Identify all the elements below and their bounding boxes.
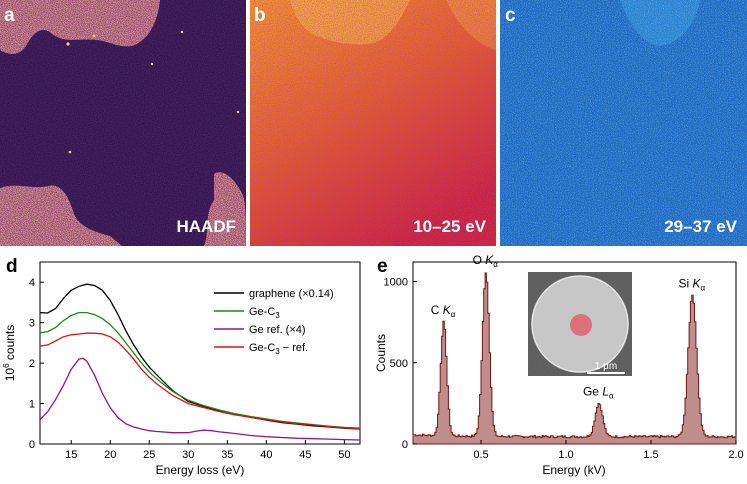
xlabel-e: Energy (kV) xyxy=(542,463,605,477)
plot-frame-d xyxy=(39,261,361,445)
eels-map-10-25-panel: 10–25 eV xyxy=(250,0,496,246)
xtick-label-d-6: 45 xyxy=(299,449,311,461)
legend-entry-d-3: Ge-C3 − ref. xyxy=(249,342,308,356)
legend-entry-d-1: Ge-C3 xyxy=(249,306,280,320)
ytick-label-e-1: 500 xyxy=(390,358,408,370)
ylabel-d: 106 counts xyxy=(2,325,17,382)
scale-bar-label: 1 μm xyxy=(595,361,617,372)
panel-letter-c: c xyxy=(505,5,516,26)
haadf-image-panel: HAADF xyxy=(0,0,246,246)
peak-label-e-3: Si Kα xyxy=(678,276,705,292)
series-lines-d xyxy=(39,283,361,441)
xtick-label-e-1: 1.0 xyxy=(558,449,573,461)
eels-map-29-37-panel: 29–37 eV xyxy=(500,0,747,246)
series-line-d-0 xyxy=(39,283,361,430)
eels-map-29-37-image xyxy=(500,0,747,246)
eels-map-10-25-label: 10–25 eV xyxy=(413,217,486,236)
xlabel-d: Energy loss (eV) xyxy=(156,463,245,477)
ytick-label-d-2: 2 xyxy=(29,358,35,370)
eels-map-29-37-label: 29–37 eV xyxy=(664,217,737,236)
xtick-label-e-3: 2.0 xyxy=(728,449,743,461)
legend-entry-d-2: Ge ref. (×4) xyxy=(249,324,306,336)
xtick-label-d-4: 35 xyxy=(221,449,233,461)
eds-spectrum-chart: e 0.5 1.0 1.5 2.0 0 500 1000 C Kα O Kα Ge Lα Si K… xyxy=(374,253,744,477)
axis-ticks-d: 15 20 25 30 35 40 45 50 0 1 2 3 4 xyxy=(29,277,351,461)
haadf-label: HAADF xyxy=(176,217,237,236)
legend-d: graphene (×0.14) Ge-C3 Ge ref. (×4) Ge-C3 −… xyxy=(214,288,334,356)
peak-label-e-1: O Kα xyxy=(473,253,499,269)
panel-letter-b: b xyxy=(254,5,266,26)
probe-spot xyxy=(570,314,592,336)
series-line-d-3 xyxy=(39,332,361,430)
eels-spectra-chart: d 15 20 25 30 35 40 45 50 0 1 2 3 4 Energy loss (eV)… xyxy=(2,256,361,477)
legend-entry-d-0: graphene (×0.14) xyxy=(249,288,334,300)
peak-labels-e: C Kα O Kα Ge Lα Si Kα xyxy=(431,253,706,400)
axis-ticks-e: 0.5 1.0 1.5 2.0 0 500 1000 xyxy=(384,277,744,462)
panel-letter-d: d xyxy=(6,256,18,277)
panel-letter-e: e xyxy=(377,256,388,277)
haadf-image xyxy=(0,0,246,246)
peak-label-e-2: Ge Lα xyxy=(583,384,614,400)
series-line-d-1 xyxy=(39,311,361,429)
ytick-label-e-0: 0 xyxy=(402,439,408,451)
xtick-label-d-7: 50 xyxy=(338,449,350,461)
xtick-label-d-0: 15 xyxy=(65,449,77,461)
xtick-label-d-1: 20 xyxy=(104,449,116,461)
ylabel-e: Counts xyxy=(374,334,388,372)
eels-map-10-25-image xyxy=(250,0,496,246)
series-line-d-2 xyxy=(39,357,361,441)
xtick-label-e-2: 1.5 xyxy=(643,449,658,461)
eds-spectrum-area xyxy=(412,272,737,445)
xtick-label-d-5: 40 xyxy=(260,449,272,461)
ytick-label-d-1: 1 xyxy=(29,399,35,411)
ytick-label-d-0: 0 xyxy=(29,439,35,451)
ytick-label-d-4: 4 xyxy=(29,277,35,289)
ytick-label-d-3: 3 xyxy=(29,318,35,330)
sem-inset: 1 μm xyxy=(528,272,632,376)
panel-letter-a: a xyxy=(4,5,15,26)
xtick-label-e-0: 0.5 xyxy=(473,449,488,461)
xtick-label-d-3: 30 xyxy=(182,449,194,461)
peak-label-e-0: C Kα xyxy=(431,303,456,319)
ytick-label-e-2: 1000 xyxy=(384,277,408,289)
xtick-label-d-2: 25 xyxy=(143,449,155,461)
